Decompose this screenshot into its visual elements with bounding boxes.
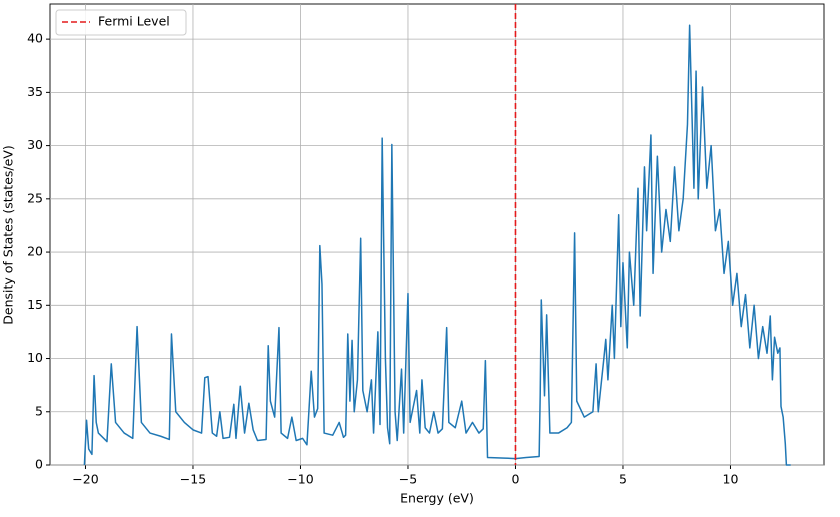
x-axis-label: Energy (eV) <box>400 491 474 506</box>
plot-frame <box>49 3 825 466</box>
y-tick-label: 20 <box>27 244 43 259</box>
y-tick-label: 0 <box>35 457 43 472</box>
legend-box <box>55 9 187 36</box>
x-tick-label: −10 <box>287 472 313 487</box>
x-tick-label: 10 <box>723 472 739 487</box>
y-tick-label: 25 <box>27 190 43 205</box>
x-tick-label: −15 <box>180 472 206 487</box>
x-tick-label: −5 <box>399 472 417 487</box>
y-tick-label: 35 <box>27 84 43 99</box>
x-tick-label: −20 <box>72 472 98 487</box>
legend-label: Fermi Level <box>98 14 170 29</box>
y-tick-label: 15 <box>27 297 43 312</box>
y-axis-label: Density of States (states/eV) <box>1 145 16 324</box>
y-tick-label: 30 <box>27 137 43 152</box>
x-tick-label: 0 <box>511 472 519 487</box>
x-tick-label: 5 <box>619 472 627 487</box>
dos-line <box>83 24 791 466</box>
y-tick-label: 5 <box>35 403 43 418</box>
y-tick-label: 40 <box>27 31 43 46</box>
y-tick-label: 10 <box>27 350 43 365</box>
